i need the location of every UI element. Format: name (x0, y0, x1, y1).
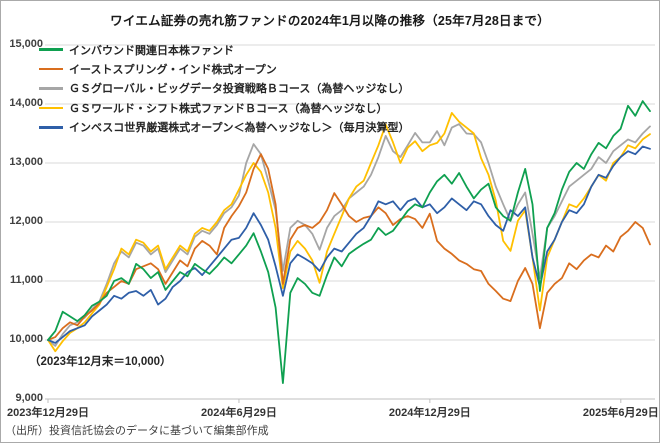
legend-label: イーストスプリング・インド株式オープン (69, 64, 277, 77)
legend-label: インバウンド関連日本株ファンド (69, 44, 234, 57)
series-line-japan-inbound (47, 100, 651, 385)
y-tick-label: 15,000 (9, 38, 43, 50)
legend-item: ＧＳワールド・シフト株式ファンドＢコース（為替ヘッジなし） (39, 98, 410, 117)
y-tick-label: 11,000 (9, 274, 43, 286)
legend-label: インベスコ世界厳選株式オープン＜為替ヘッジなし＞（毎月決算型） (69, 122, 410, 135)
legend-swatch (39, 106, 63, 110)
source-note: （出所）投資信託協会のデータに基づいて編集部作成 (5, 425, 269, 437)
legend-swatch (39, 48, 63, 51)
series-line-gs-bigdata (47, 123, 651, 347)
x-tick-label: 2024年6月29日 (201, 407, 277, 419)
legend-label: ＧＳワールド・シフト株式ファンドＢコース（為替ヘッジなし） (69, 102, 388, 115)
baseline-annotation: （2023年12月末＝10,000） (29, 356, 172, 368)
legend-item: インバウンド関連日本株ファンド (39, 40, 410, 59)
series-line-invesco-world (47, 145, 651, 344)
y-tick-label: 13,000 (9, 156, 43, 168)
chart-title: ワイエム証券の売れ筋ファンドの2024年1月以降の推移（25年7月28日まで） (110, 14, 550, 28)
y-tick-label: 12,000 (9, 215, 43, 227)
series-line-india-equity (47, 153, 651, 341)
legend: インバウンド関連日本株ファンドイーストスプリング・インド株式オープン ＧＳグローバ… (39, 40, 410, 137)
legend-item: イーストスプリング・インド株式オープン (39, 59, 410, 78)
x-tick-label: 2025年6月29日 (582, 407, 659, 419)
series-line-gs-world-shift (47, 112, 651, 353)
y-tick-label: 14,000 (9, 97, 43, 109)
x-tick-label: 2024年12月29日 (388, 407, 471, 419)
legend-item: インベスコ世界厳選株式オープン＜為替ヘッジなし＞（毎月決算型） (39, 118, 410, 137)
legend-swatch (39, 67, 63, 71)
legend-swatch (39, 87, 63, 90)
legend-item: ＧＳグローバル・ビッグデータ投資戦略Ｂコース（為替ヘッジなし） (39, 79, 410, 98)
legend-label: ＧＳグローバル・ビッグデータ投資戦略Ｂコース（為替ヘッジなし） (69, 83, 410, 96)
y-tick-label: 10,000 (9, 333, 43, 345)
y-tick-label: 9,000 (15, 392, 43, 404)
x-tick-label: 2023年12月29日 (7, 407, 89, 419)
legend-swatch (39, 125, 63, 129)
